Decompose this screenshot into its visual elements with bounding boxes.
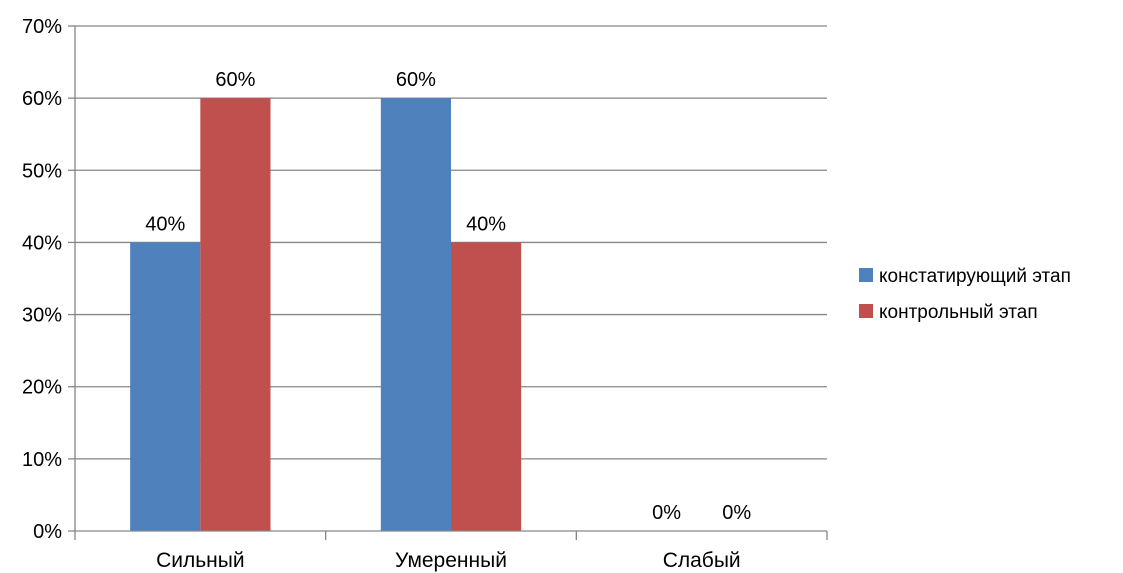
y-tick-label: 0% — [33, 521, 62, 543]
legend-label: контрольный этап — [879, 302, 1038, 323]
bar-constating-0 — [130, 242, 201, 531]
x-category-label: Слабый — [663, 549, 741, 572]
data-label: 0% — [722, 502, 751, 524]
bar-constating-1 — [380, 98, 451, 532]
x-category-label: Сильный — [156, 549, 245, 572]
data-label: 0% — [652, 502, 681, 524]
data-label: 60% — [215, 69, 255, 91]
y-tick-label: 30% — [22, 305, 62, 327]
bars — [130, 98, 522, 532]
bar-control-1 — [451, 242, 522, 531]
y-tick-label: 50% — [22, 160, 62, 182]
legend-swatch — [859, 304, 873, 318]
legend-label: констатирующий этап — [879, 266, 1071, 287]
y-tick-label: 40% — [22, 232, 62, 254]
bar-control-0 — [200, 98, 271, 532]
y-tick-label: 60% — [22, 88, 62, 110]
y-tick-label: 20% — [22, 377, 62, 399]
y-tick-label: 10% — [22, 449, 62, 471]
data-label: 40% — [145, 213, 185, 235]
data-label: 60% — [396, 69, 436, 91]
y-tick-label: 70% — [22, 16, 62, 38]
data-label: 40% — [466, 213, 506, 235]
axes — [68, 25, 828, 540]
legend-swatch — [859, 268, 873, 282]
x-category-label: Умеренный — [395, 549, 507, 572]
labels: 0% 10% 20% 30% 40% 50% 60% 70% 40% 60% Сильный 60% 4… — [22, 16, 751, 572]
legend: констатирующий этап контрольный этап — [859, 266, 1071, 323]
